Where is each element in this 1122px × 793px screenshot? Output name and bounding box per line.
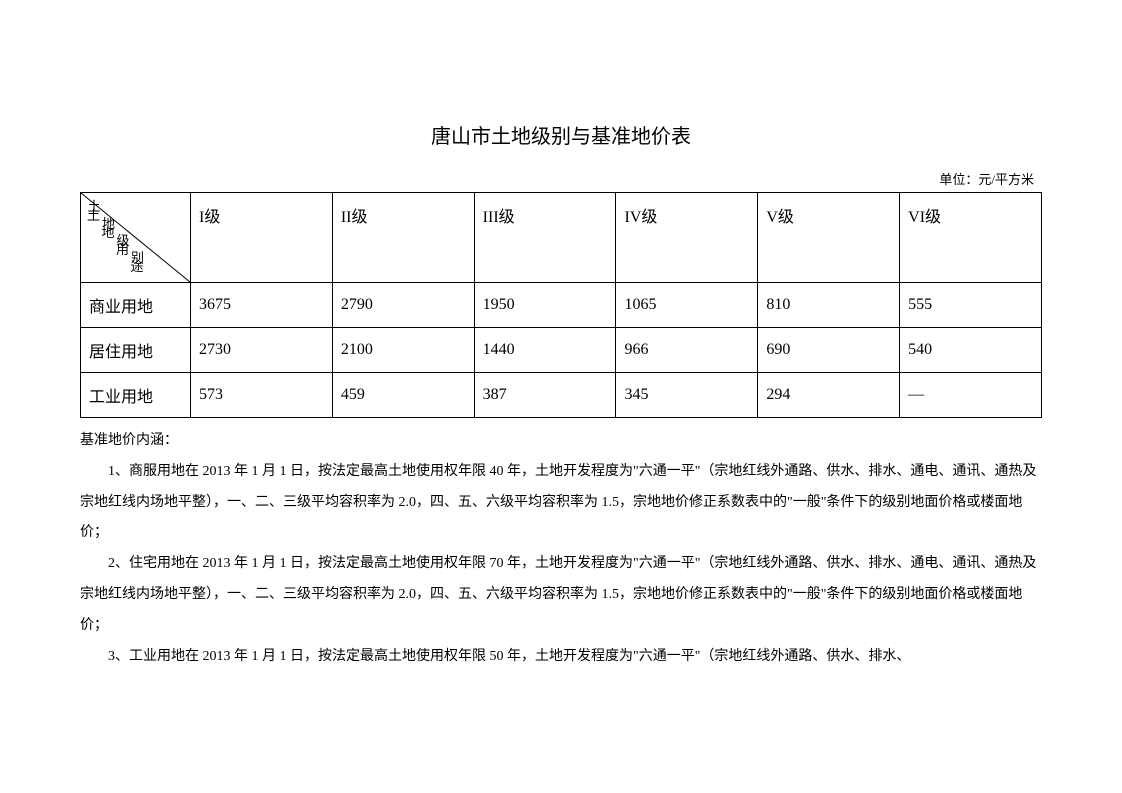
col-header: V级 [758, 193, 900, 283]
col-header: IV级 [616, 193, 758, 283]
cell: 2100 [332, 328, 474, 373]
cell: 555 [900, 283, 1042, 328]
table-row: 工业用地 573 459 387 345 294 — [81, 373, 1042, 418]
cell: 966 [616, 328, 758, 373]
note-item: 1、商服用地在 2013 年 1 月 1 日，按法定最高土地使用权年限 40 年… [80, 457, 1042, 549]
diagonal-header-cell: 土 地 级 别 土 地 用 途 [81, 193, 191, 283]
cell: 345 [616, 373, 758, 418]
diag-label-bottom: 土 地 用 途 [87, 208, 148, 276]
notes-heading: 基准地价内涵： [80, 426, 1042, 457]
row-label: 居住用地 [81, 328, 191, 373]
unit-label: 单位：元/平方米 [80, 169, 1042, 188]
cell: 1440 [474, 328, 616, 373]
col-header: I级 [191, 193, 333, 283]
land-price-table: 土 地 级 别 土 地 用 途 I级 II级 III级 IV级 V级 VI级 商… [80, 192, 1042, 418]
col-header: III级 [474, 193, 616, 283]
cell: 573 [191, 373, 333, 418]
row-label: 工业用地 [81, 373, 191, 418]
note-item: 3、工业用地在 2013 年 1 月 1 日，按法定最高土地使用权年限 50 年… [80, 642, 1042, 673]
cell: — [900, 373, 1042, 418]
table-header-row: 土 地 级 别 土 地 用 途 I级 II级 III级 IV级 V级 VI级 [81, 193, 1042, 283]
cell: 540 [900, 328, 1042, 373]
col-header: VI级 [900, 193, 1042, 283]
cell: 810 [758, 283, 900, 328]
table-row: 居住用地 2730 2100 1440 966 690 540 [81, 328, 1042, 373]
cell: 387 [474, 373, 616, 418]
cell: 690 [758, 328, 900, 373]
cell: 1950 [474, 283, 616, 328]
note-item: 2、住宅用地在 2013 年 1 月 1 日，按法定最高土地使用权年限 70 年… [80, 549, 1042, 641]
col-header: II级 [332, 193, 474, 283]
notes-section: 基准地价内涵： 1、商服用地在 2013 年 1 月 1 日，按法定最高土地使用… [80, 426, 1042, 672]
page-title: 唐山市土地级别与基准地价表 [80, 120, 1042, 149]
cell: 294 [758, 373, 900, 418]
cell: 1065 [616, 283, 758, 328]
cell: 3675 [191, 283, 333, 328]
cell: 2730 [191, 328, 333, 373]
table-row: 商业用地 3675 2790 1950 1065 810 555 [81, 283, 1042, 328]
row-label: 商业用地 [81, 283, 191, 328]
cell: 459 [332, 373, 474, 418]
cell: 2790 [332, 283, 474, 328]
